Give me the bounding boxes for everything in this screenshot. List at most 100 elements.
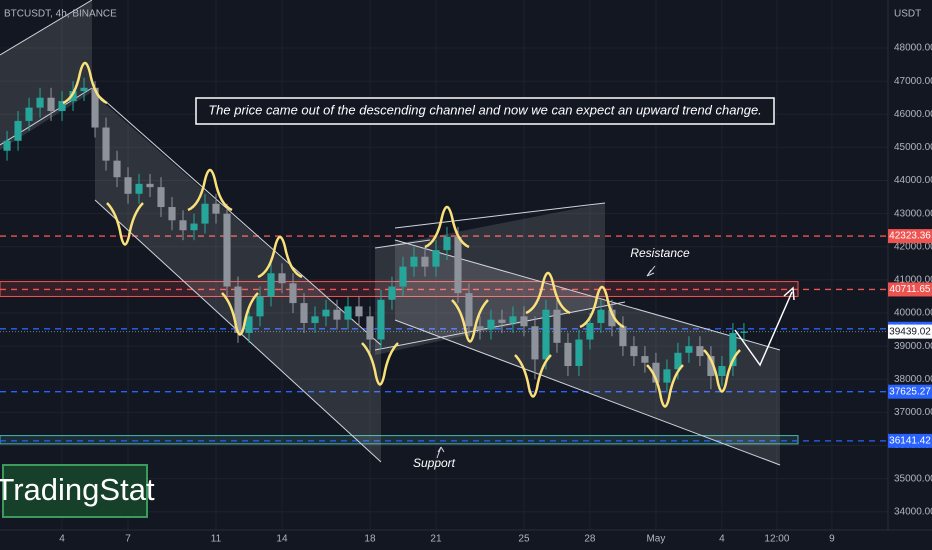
x-tick-label: 7 [125, 534, 131, 545]
y-tick-label: 37000.00 [894, 407, 932, 418]
price-tag [888, 229, 932, 244]
price-tag-label: 36141.42 [889, 435, 931, 446]
arrow-head [783, 286, 795, 301]
x-tick-label: 4 [719, 534, 725, 545]
x-tick-label: 9 [829, 534, 835, 545]
highlight [451, 299, 489, 343]
y-tick-label: 34000.00 [894, 506, 932, 517]
candle-body [223, 213, 231, 287]
currency-label: USDT [894, 9, 921, 20]
channel-line [94, 91, 382, 346]
candle-body [718, 366, 726, 376]
x-tick-label: 4 [59, 534, 65, 545]
candle-body [707, 356, 715, 376]
candle-body [729, 332, 737, 367]
candle-body [399, 266, 407, 287]
chart-title: BTCUSDT, 4h, BINANCE [4, 9, 117, 20]
candle-body [465, 293, 473, 327]
candle-body [300, 303, 308, 323]
candle-body [388, 286, 396, 300]
candle-body [113, 160, 121, 178]
candle-body [630, 346, 638, 357]
candle-body [641, 356, 649, 363]
highlight [106, 202, 144, 246]
logo-box [2, 464, 148, 518]
x-tick-label: 21 [430, 534, 442, 545]
candle-body [102, 127, 110, 161]
highlight [257, 235, 303, 279]
highlight [646, 364, 684, 408]
candle-body [47, 97, 55, 111]
candle-body [245, 316, 253, 333]
y-tick-label: 40000.00 [894, 308, 932, 319]
channel-line [374, 239, 431, 249]
price-tag-label: 37625.27 [889, 386, 931, 397]
x-tick-label: 11 [211, 534, 222, 545]
candle-body [278, 273, 286, 284]
candle-body [575, 339, 583, 367]
candle-body [344, 306, 352, 320]
candle-body [443, 236, 451, 251]
candle-body [366, 316, 374, 340]
y-tick-label: 45000.00 [894, 142, 932, 153]
candle-body [124, 177, 132, 194]
candle-body [14, 120, 22, 141]
price-tag-label: 39439.02 [889, 326, 931, 337]
candle-body [476, 326, 484, 330]
y-tick-label: 42000.00 [894, 241, 932, 252]
candle-body [80, 87, 88, 92]
candle-body [432, 250, 440, 267]
price-tag [888, 433, 932, 448]
candle-body [212, 203, 220, 214]
highlight [525, 271, 571, 315]
price-tag [888, 282, 932, 297]
candle-body [564, 342, 572, 367]
highlight [361, 342, 399, 386]
candle-body [498, 319, 506, 323]
candle-body [597, 309, 605, 323]
candle-body [36, 97, 44, 108]
annotation: The price came out of the descending cha… [208, 102, 762, 117]
arrow [646, 265, 656, 277]
support-label: Support [413, 456, 456, 470]
highlights [62, 61, 741, 408]
highlight [187, 168, 233, 212]
candle-body [179, 220, 187, 231]
candle-body [256, 296, 264, 317]
y-tick-label: 43000.00 [894, 208, 932, 219]
candle-body [652, 362, 660, 383]
highlight [514, 354, 552, 398]
channel [395, 240, 780, 465]
x-tick-label: 14 [276, 534, 288, 545]
candle-body [157, 187, 165, 208]
price-tag-label: 42323.36 [889, 231, 931, 242]
candle-body [377, 299, 385, 340]
candle-body [3, 140, 11, 151]
y-tick-label: 39000.00 [894, 341, 932, 352]
candle-body [25, 107, 33, 121]
y-tick-label: 48000.00 [894, 43, 932, 54]
y-tick-label: 41000.00 [894, 275, 932, 286]
candle-body [146, 183, 154, 188]
candle-body [619, 326, 627, 347]
candle-body [267, 273, 275, 297]
y-tick-label: 35000.00 [894, 473, 932, 484]
arrow [436, 446, 445, 459]
candle-body [553, 309, 561, 343]
candle-body [608, 309, 616, 327]
candle-body [454, 236, 462, 294]
candle-body [322, 309, 330, 317]
candle-body [674, 352, 682, 370]
candle-body [311, 316, 319, 323]
x-tick-label: 12:00 [764, 534, 789, 545]
highlight [221, 292, 259, 336]
candle-body [696, 346, 704, 357]
highlight [62, 61, 108, 105]
candle-body [410, 256, 418, 267]
x-tick-label: 18 [364, 534, 376, 545]
candle-body [531, 326, 539, 360]
x-tick-label: 28 [584, 534, 596, 545]
candle-body [91, 87, 99, 128]
y-tick-label: 47000.00 [894, 76, 932, 87]
